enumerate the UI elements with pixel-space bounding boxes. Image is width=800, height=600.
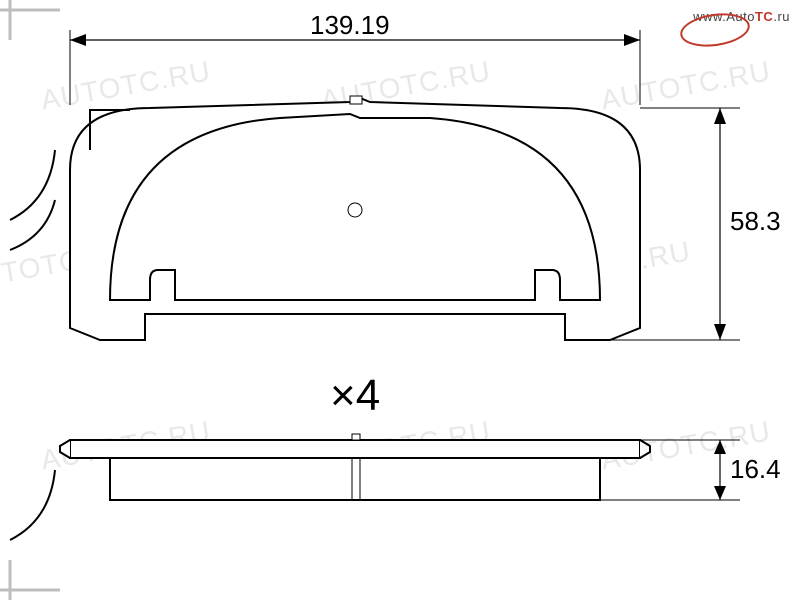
dimension-height: 58.3 [730, 206, 781, 236]
quantity-label: ×4 [330, 371, 380, 420]
drawing-canvas: AUTOTC.RU AUTOTC.RU AUTOTC.RU AUTOTC.RU … [0, 0, 800, 600]
technical-drawing: 139.19 58.3 ×4 [0, 0, 800, 600]
site-logo: www.AutoTC.ru [693, 8, 790, 26]
dimension-thickness: 16.4 [730, 454, 781, 484]
dimension-width: 139.19 [310, 10, 390, 40]
